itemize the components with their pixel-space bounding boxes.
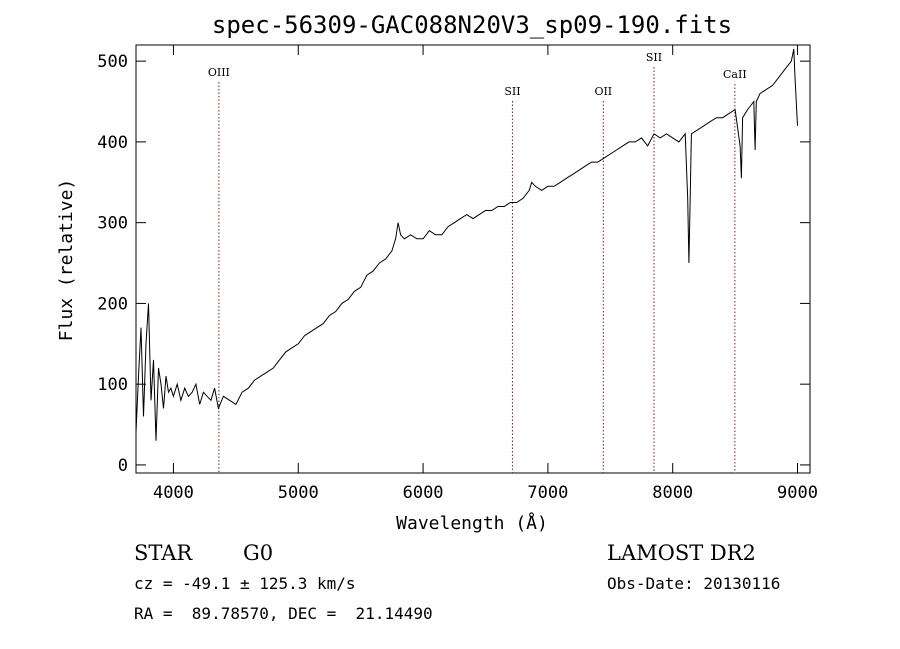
y-tick-label: 300 <box>97 214 128 234</box>
redshift-text: cz = -49.1 ± 125.3 km/s <box>134 574 356 593</box>
x-tick-label: 5000 <box>278 483 319 503</box>
spectral-line-markers: OIII SII OII SII CaII <box>208 51 747 473</box>
spectral-line-label: CaII <box>723 68 747 81</box>
obs-date-text: Obs-Date: 20130116 <box>607 574 780 593</box>
object-subclass: G0 <box>243 541 273 565</box>
y-tick-label: 400 <box>97 133 128 153</box>
y-tick-label: 0 <box>118 456 128 476</box>
x-tick-label: 6000 <box>403 483 444 503</box>
spectrum-series-line <box>135 48 798 441</box>
x-tick-label: 7000 <box>527 483 568 503</box>
spectral-line-label: SII <box>504 85 520 98</box>
y-tick-label: 100 <box>97 375 128 395</box>
spectral-line-label: SII <box>646 51 662 64</box>
y-tick-label: 500 <box>97 52 128 72</box>
chart-title: spec-56309-GAC088N20V3_sp09-190.fits <box>212 11 732 39</box>
x-axis: 4000 5000 6000 7000 8000 9000 <box>153 45 818 503</box>
coords-text: RA = 89.78570, DEC = 21.14490 <box>134 604 433 623</box>
x-tick-label: 4000 <box>153 483 194 503</box>
survey-name: LAMOST DR2 <box>607 541 756 565</box>
y-axis: 0 100 200 300 400 500 <box>97 52 810 476</box>
x-tick-label: 9000 <box>777 483 818 503</box>
spectral-line-label: OIII <box>208 66 230 79</box>
y-tick-label: 200 <box>97 294 128 314</box>
plot-frame <box>135 44 811 474</box>
y-axis-label: Flux (relative) <box>56 179 77 342</box>
x-axis-label: Wavelength (Å) <box>396 512 548 534</box>
x-tick-label: 8000 <box>652 483 693 503</box>
object-class: STAR <box>134 541 193 565</box>
spectral-line-label: OII <box>594 85 612 98</box>
